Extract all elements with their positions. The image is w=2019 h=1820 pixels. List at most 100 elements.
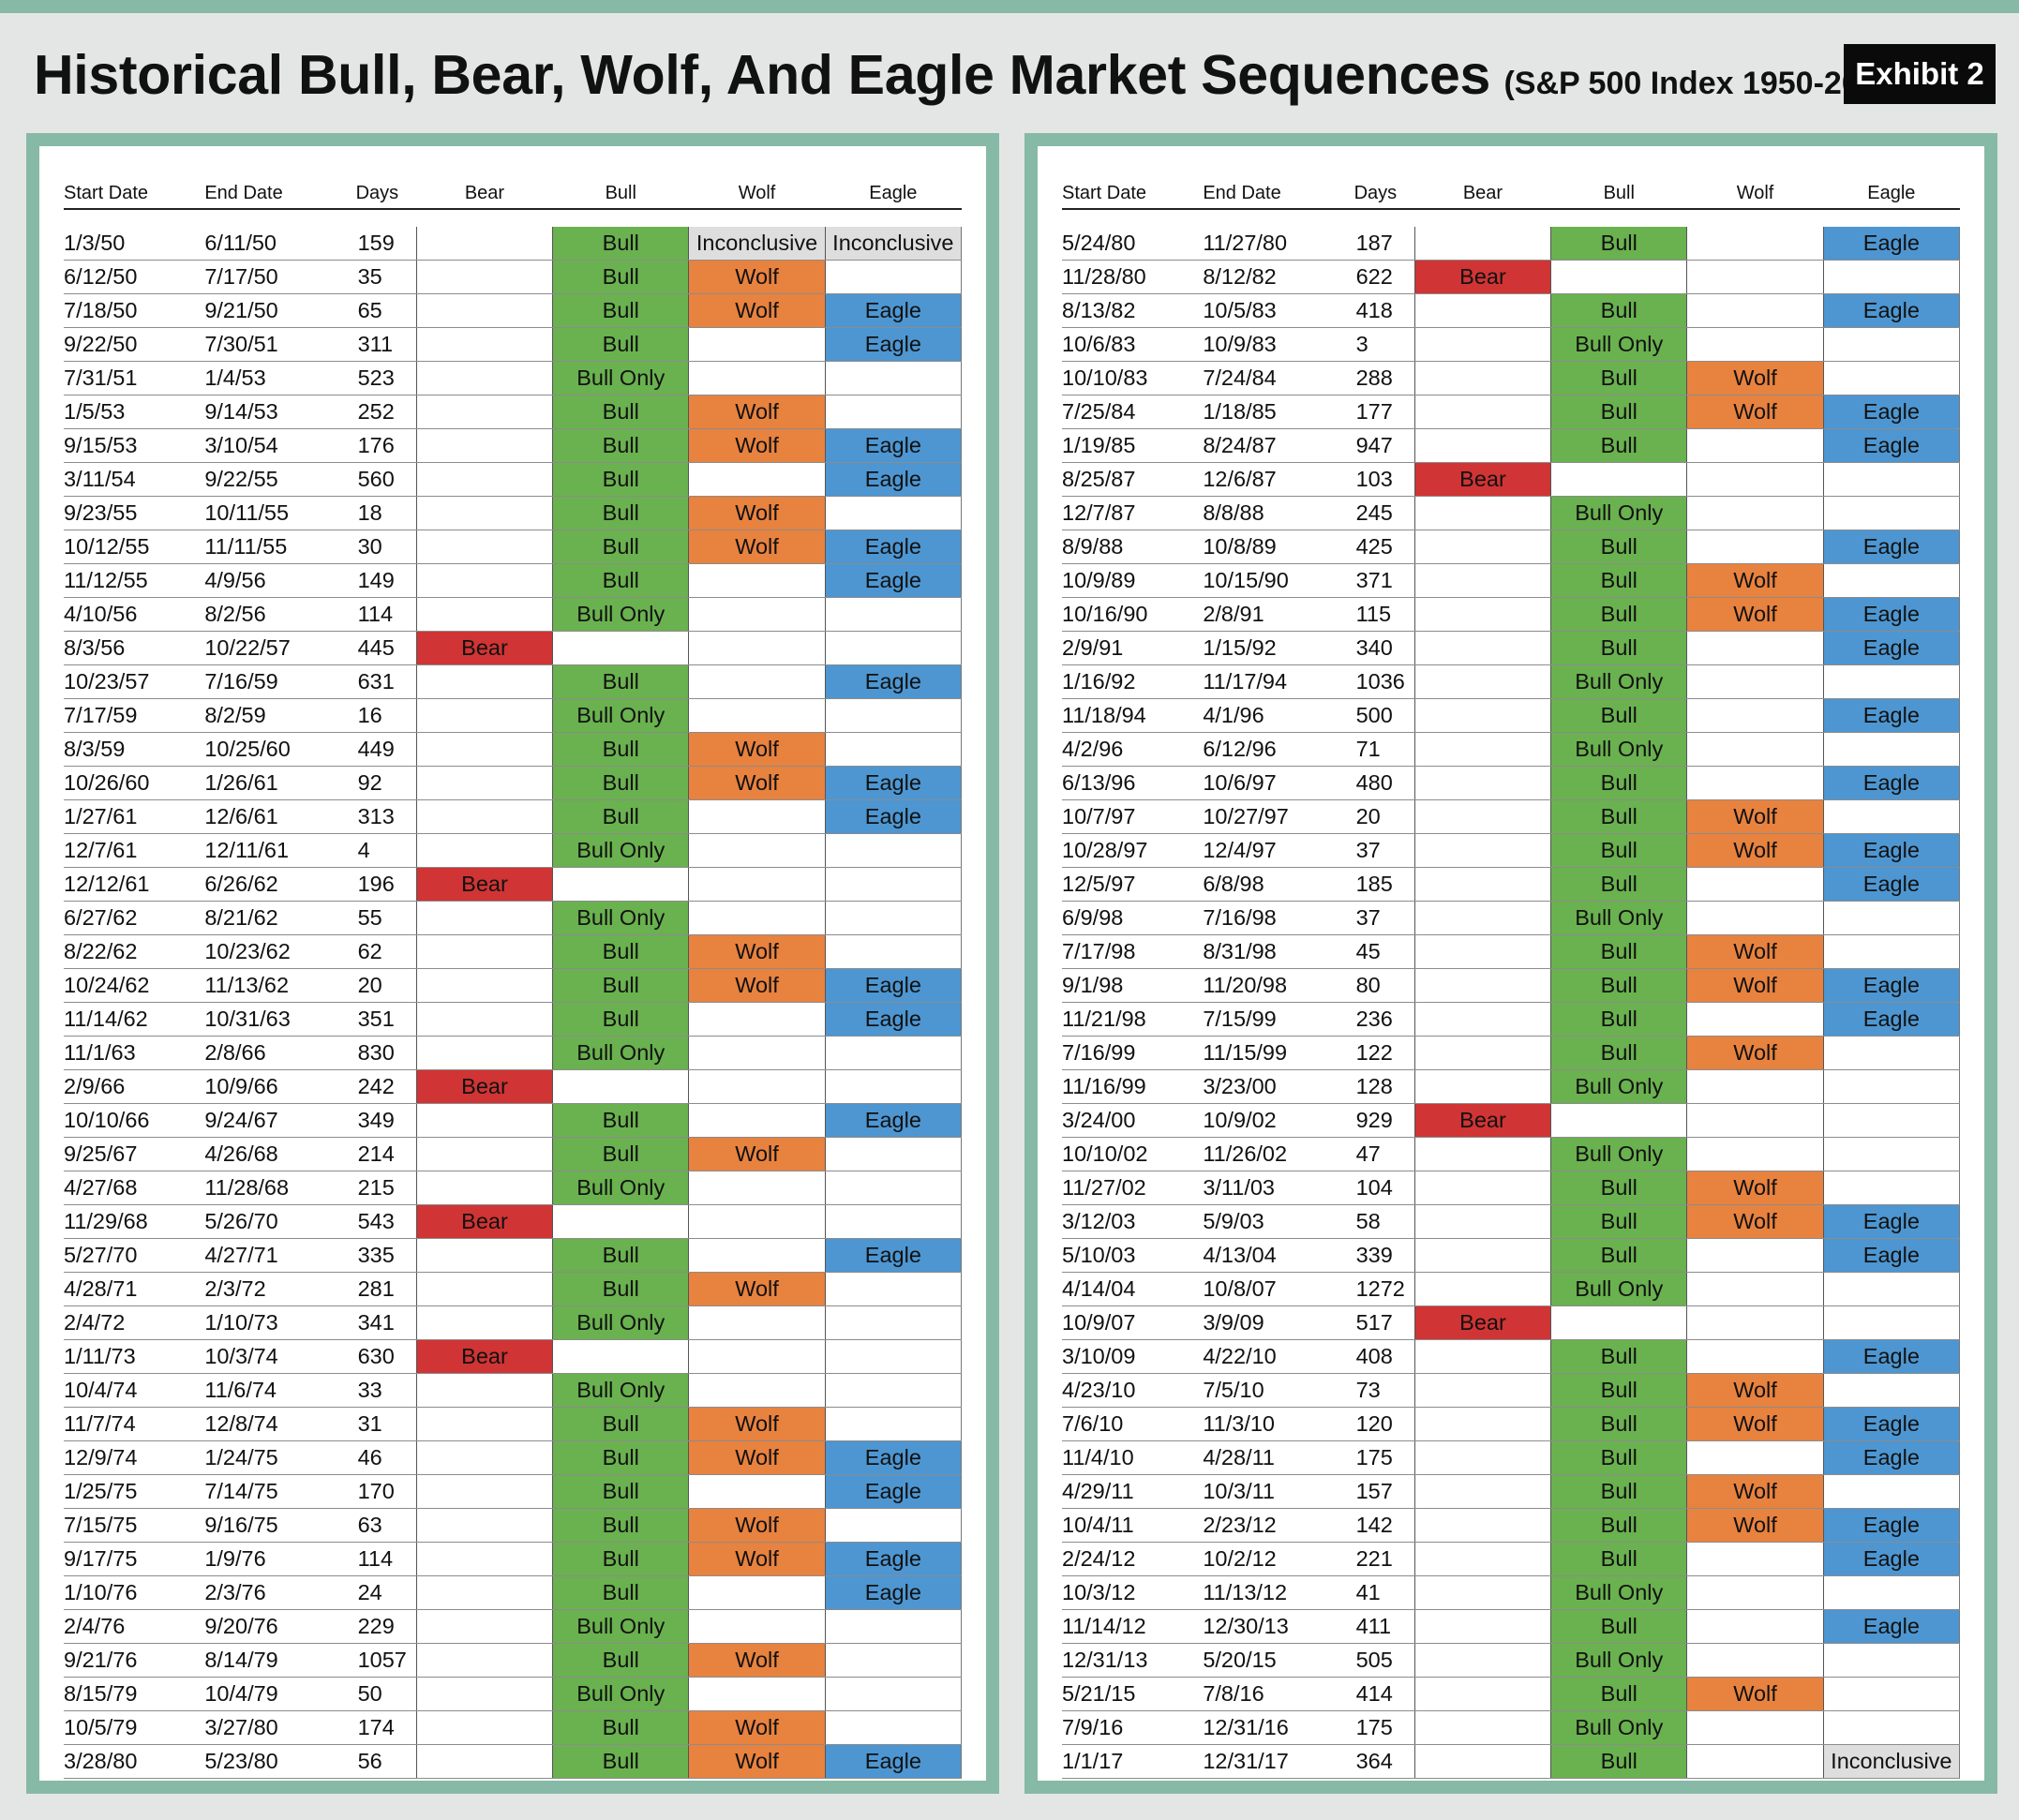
eagle-cell [824, 1171, 963, 1205]
eagle-cell [1822, 1171, 1961, 1205]
days-cell: 170 [338, 1474, 417, 1509]
bull-cell: Bull [552, 968, 690, 1003]
table-row: 12/5/97 6/8/98 185 Bull Eagle [1062, 867, 1961, 902]
bear-cell [1413, 766, 1552, 800]
days-cell: 364 [1337, 1744, 1415, 1779]
start-date-cell: 6/9/98 [1062, 901, 1204, 935]
bear-cell [1413, 293, 1552, 328]
eagle-cell: Eagle [1822, 631, 1961, 665]
bull-cell: Bull [1550, 968, 1688, 1003]
bull-cell: Bull [1550, 1204, 1688, 1239]
eagle-cell [824, 833, 963, 868]
bull-cell: Bull [1550, 361, 1688, 395]
table-row: 4/23/10 7/5/10 73 Bull Wolf [1062, 1373, 1961, 1408]
eagle-cell [824, 1305, 963, 1340]
eagle-cell: Eagle [824, 1542, 963, 1576]
bear-cell [1413, 1744, 1552, 1779]
header-bear: Bear [1414, 176, 1551, 210]
eagle-cell [824, 1407, 963, 1441]
start-date-cell: 7/17/98 [1062, 934, 1204, 969]
end-date-cell: 10/27/97 [1203, 799, 1338, 834]
end-date-cell: 3/23/00 [1203, 1069, 1338, 1104]
table-row: 10/24/62 11/13/62 20 Bull Wolf Eagle [64, 968, 963, 1003]
eagle-cell [1822, 1069, 1961, 1104]
bull-cell: Bull [1550, 1238, 1688, 1273]
start-date-cell: 11/27/02 [1062, 1171, 1204, 1205]
end-date-cell: 7/24/84 [1203, 361, 1338, 395]
start-date-cell: 11/4/10 [1062, 1440, 1204, 1475]
eagle-cell: Eagle [1822, 293, 1961, 328]
wolf-cell [688, 1238, 826, 1273]
days-cell: 341 [338, 1305, 417, 1340]
table-row: 2/4/72 1/10/73 341 Bull Only [64, 1305, 963, 1340]
eagle-cell: Eagle [824, 1103, 963, 1138]
end-date-cell: 10/9/66 [204, 1069, 339, 1104]
days-cell: 71 [1337, 732, 1415, 767]
table-row: 11/7/74 12/8/74 31 Bull Wolf [64, 1407, 963, 1441]
eagle-cell: Eagle [824, 1575, 963, 1610]
eagle-cell [1822, 327, 1961, 362]
wolf-cell: Wolf [1686, 1508, 1824, 1543]
wolf-cell [1686, 631, 1824, 665]
wolf-cell [1686, 1069, 1824, 1104]
start-date-cell: 10/6/83 [1062, 327, 1204, 362]
bear-cell [415, 496, 554, 530]
end-date-cell: 10/9/02 [1203, 1103, 1338, 1138]
table-row: 10/23/57 7/16/59 631 Bull Eagle [64, 664, 963, 699]
start-date-cell: 3/10/09 [1062, 1339, 1204, 1374]
wolf-cell: Wolf [688, 1407, 826, 1441]
table-row: 10/4/11 2/23/12 142 Bull Wolf Eagle [1062, 1508, 1961, 1543]
eagle-cell [824, 361, 963, 395]
table-row: 7/18/50 9/21/50 65 Bull Wolf Eagle [64, 293, 963, 328]
table-row: 7/15/75 9/16/75 63 Bull Wolf [64, 1508, 963, 1543]
wolf-cell: Inconclusive [688, 227, 826, 261]
wolf-cell [1686, 1305, 1824, 1340]
table-row: 11/1/63 2/8/66 830 Bull Only [64, 1036, 963, 1070]
start-date-cell: 5/24/80 [1062, 227, 1204, 261]
bull-cell: Bull [1550, 867, 1688, 902]
eagle-cell: Eagle [824, 766, 963, 800]
eagle-cell: Eagle [824, 428, 963, 463]
end-date-cell: 12/4/97 [1203, 833, 1338, 868]
bear-cell [1413, 1508, 1552, 1543]
bear-cell [1413, 901, 1552, 935]
end-date-cell: 3/11/03 [1203, 1171, 1338, 1205]
wolf-cell [688, 631, 826, 665]
bull-cell: Bull [1550, 1407, 1688, 1441]
table-row: 9/25/67 4/26/68 214 Bull Wolf [64, 1137, 963, 1171]
start-date-cell: 6/12/50 [64, 260, 205, 294]
start-date-cell: 12/5/97 [1062, 867, 1204, 902]
bear-cell: Bear [1413, 260, 1552, 294]
bear-cell [1413, 361, 1552, 395]
eagle-cell [1822, 1305, 1961, 1340]
days-cell: 339 [1337, 1238, 1415, 1273]
start-date-cell: 10/4/11 [1062, 1508, 1204, 1543]
exhibit-label: Exhibit 2 [1844, 44, 1996, 104]
start-date-cell: 8/13/82 [1062, 293, 1204, 328]
end-date-cell: 12/31/17 [1203, 1744, 1338, 1779]
bear-cell [415, 1677, 554, 1711]
wolf-cell [1686, 1542, 1824, 1576]
start-date-cell: 11/14/12 [1062, 1609, 1204, 1644]
end-date-cell: 8/24/87 [1203, 428, 1338, 463]
eagle-cell [824, 1339, 963, 1374]
wolf-cell: Wolf [1686, 395, 1824, 429]
bull-cell [552, 1339, 690, 1374]
bear-cell [1413, 1677, 1552, 1711]
eagle-cell: Eagle [824, 462, 963, 497]
days-cell: 245 [1337, 496, 1415, 530]
start-date-cell: 1/25/75 [64, 1474, 205, 1509]
start-date-cell: 11/18/94 [1062, 698, 1204, 733]
start-date-cell: 8/25/87 [1062, 462, 1204, 497]
bull-cell: Bull Only [552, 1677, 690, 1711]
eagle-cell [824, 395, 963, 429]
table-row: 11/14/62 10/31/63 351 Bull Eagle [64, 1002, 963, 1037]
wolf-cell [1686, 732, 1824, 767]
bear-cell [1413, 1407, 1552, 1441]
bear-cell [1413, 530, 1552, 564]
table-row: 11/21/98 7/15/99 236 Bull Eagle [1062, 1002, 1961, 1037]
table-row: 4/2/96 6/12/96 71 Bull Only [1062, 732, 1961, 767]
header-end-date: End Date [1203, 176, 1338, 210]
header-end-date: End Date [204, 176, 339, 210]
bear-cell [415, 1744, 554, 1779]
